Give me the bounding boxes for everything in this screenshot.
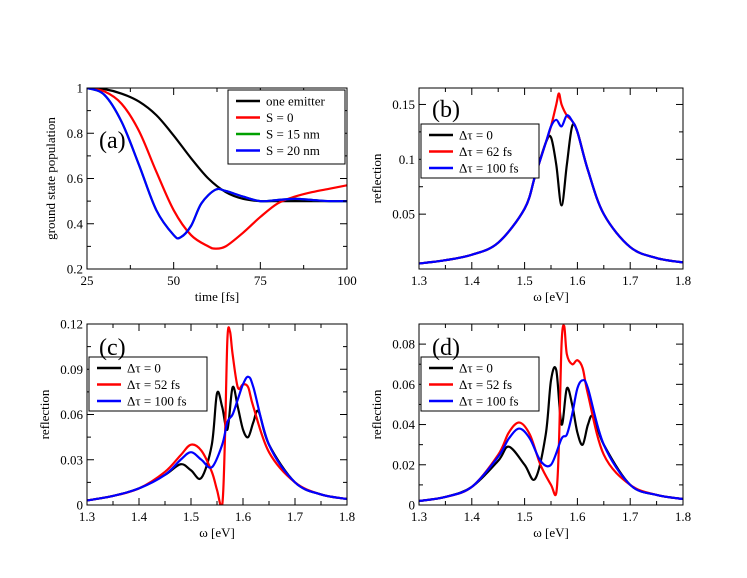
y-tick-label: 0.06 (392, 377, 415, 392)
series-line (419, 324, 683, 503)
legend-label: Δτ = 100 fs (459, 394, 519, 409)
y-tick-label: 0.6 (67, 171, 84, 186)
y-axis-title: reflection (369, 389, 384, 439)
legend: Δτ = 0Δτ = 62 fs Δτ = 100 fs (420, 123, 540, 179)
x-axis-title: ω [eV] (199, 525, 235, 540)
x-tick-label: 1.6 (569, 509, 586, 524)
x-tick-label: 50 (167, 273, 180, 288)
y-tick-label: 0.15 (392, 97, 415, 112)
plot-frame (86, 323, 348, 506)
x-axis-title: ω [eV] (533, 289, 569, 304)
legend-label: S = 0 (266, 110, 294, 125)
x-tick-label: 1.7 (622, 273, 639, 288)
legend-label: Δτ = 62 fs (459, 144, 512, 159)
legend-label: Δτ = 100 fs (127, 394, 187, 409)
x-tick-label: 1.8 (339, 509, 355, 524)
panel-b: 1.3 1.4 1.5 1.6 1.7 1.8 0.05 0.1 0.15 ω [eV] refle… (369, 87, 691, 304)
series-line (87, 326, 347, 505)
y-axis-title: reflection (37, 389, 52, 439)
legend-label: Δτ = 0 (127, 361, 161, 376)
y-tick-label: 0.03 (60, 452, 83, 467)
series-line (87, 375, 347, 502)
x-tick-label: 1.6 (235, 509, 252, 524)
y-tick-label: 0.09 (60, 362, 83, 377)
x-tick-label: 25 (81, 273, 94, 288)
x-tick-label: 1.8 (675, 273, 691, 288)
series-line (87, 88, 347, 250)
series-line (87, 88, 347, 240)
y-tick-label: 0.12 (60, 317, 83, 332)
legend-label: Δτ = 52 fs (127, 377, 180, 392)
x-tick-label: 1.8 (675, 509, 691, 524)
y-tick-label: 0.8 (67, 126, 83, 141)
x-tick-label: 1.3 (79, 509, 95, 524)
legend-label: S = 15 nm (266, 127, 320, 142)
y-tick-label: 1 (77, 81, 84, 96)
y-axis-title: reflection (369, 153, 384, 203)
x-tick-label: 1.5 (516, 509, 532, 524)
legend-label: one emitter (266, 94, 326, 109)
y-tick-label: 0.1 (399, 152, 415, 167)
legend-label: Δτ = 0 (459, 128, 493, 143)
x-tick-label: 1.7 (622, 509, 639, 524)
y-tick-label: 0.06 (60, 407, 83, 422)
y-tick-label: 0.2 (67, 262, 83, 277)
x-tick-label: 75 (254, 273, 267, 288)
x-tick-label: 1.3 (411, 509, 427, 524)
legend-label: S = 20 nm (266, 143, 320, 158)
panel-label: (b) (432, 97, 460, 123)
x-tick-label: 1.4 (464, 509, 481, 524)
legend-label: Δτ = 52 fs (459, 377, 512, 392)
legend-label: Δτ = 100 fs (459, 161, 519, 176)
series-line (419, 378, 683, 503)
x-tick-label: 1.3 (411, 273, 427, 288)
x-tick-label: 100 (337, 273, 357, 288)
x-tick-label: 1.5 (516, 273, 532, 288)
panel-d: 1.3 1.4 1.5 1.6 1.7 1.8 0 0.02 0.04 0.06 0.08 ω [eV… (369, 323, 691, 540)
panel-label: (c) (99, 335, 126, 361)
series-line (87, 88, 347, 203)
x-axis-title: time [fs] (195, 289, 239, 304)
y-tick-label: 0.02 (392, 457, 415, 472)
y-tick-label: 0.05 (392, 207, 415, 222)
panel-a: 25 50 75 100 0.2 0.4 0.6 0.8 1 time [fs] ground st… (43, 81, 357, 305)
y-tick-label: 0 (409, 498, 416, 513)
panel-label: (d) (432, 335, 460, 361)
y-tick-label: 0.4 (67, 216, 84, 231)
legend: Δτ = 0Δτ = 52 fs Δτ = 100 fs (88, 356, 208, 412)
legend-label: Δτ = 0 (459, 361, 493, 376)
x-tick-label: 1.7 (287, 509, 304, 524)
series-line (419, 114, 683, 265)
panel-c: 1.3 1.4 1.5 1.6 1.7 1.8 0 0.03 0.06 0.09 0.12 ω [eV… (37, 317, 355, 541)
y-tick-label: 0 (77, 498, 84, 513)
y-tick-label: 0.08 (392, 337, 415, 352)
legend: Δτ = 0Δτ = 52 fs Δτ = 100 fs (420, 356, 540, 412)
x-tick-label: 1.6 (569, 273, 586, 288)
panel-label: (a) (99, 128, 126, 154)
y-axis-title: ground state population (43, 117, 58, 240)
x-tick-label: 1.4 (464, 273, 481, 288)
x-tick-label: 1.5 (183, 509, 199, 524)
x-tick-label: 1.4 (131, 509, 148, 524)
y-tick-label: 0.04 (392, 417, 415, 432)
x-axis-title: ω [eV] (533, 525, 569, 540)
